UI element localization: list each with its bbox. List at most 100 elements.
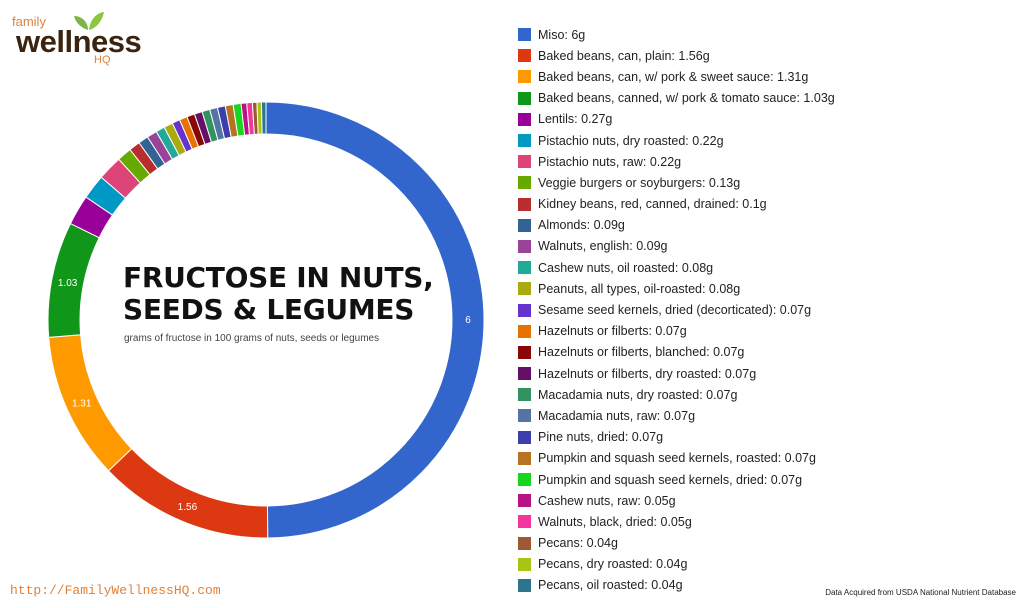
- legend-swatch: [518, 430, 531, 444]
- logo-wellness-text: wellness: [16, 24, 142, 59]
- leaf-icon: [74, 12, 104, 30]
- legend-swatch: [518, 239, 531, 253]
- legend-swatch: [518, 155, 531, 169]
- legend-item[interactable]: Walnuts, black, dried: 0.05g: [518, 511, 835, 532]
- legend-swatch: [518, 176, 531, 190]
- donut-slice[interactable]: [265, 101, 485, 539]
- chart-legend: Miso: 6g Baked beans, can, plain: 1.56g Ba…: [518, 24, 835, 596]
- legend-item[interactable]: Cashew nuts, raw: 0.05g: [518, 490, 835, 511]
- legend-item[interactable]: Pecans, oil roasted: 0.04g: [518, 575, 835, 596]
- donut-chart: 6 1.56 1.31 1.03: [47, 101, 485, 539]
- legend-label: Pumpkin and squash seed kernels, dried: …: [538, 472, 803, 487]
- legend-item[interactable]: Pistachio nuts, dry roasted: 0.22g: [518, 130, 835, 151]
- legend-label: Pumpkin and squash seed kernels, roasted…: [538, 451, 816, 466]
- legend-item[interactable]: Peanuts, all types, oil-roasted: 0.08g: [518, 278, 835, 299]
- legend-label: Cashew nuts, oil roasted: 0.08g: [538, 260, 714, 275]
- chart-title-line2: SEEDS & LEGUMES: [123, 293, 415, 326]
- brand-logo: family wellness HQ: [10, 8, 160, 68]
- legend-swatch: [518, 409, 531, 423]
- chart-subtitle: grams of fructose in 100 grams of nuts, …: [124, 333, 380, 344]
- legend-item[interactable]: Hazelnuts or filberts: 0.07g: [518, 321, 835, 342]
- legend-label: Miso: 6g: [538, 27, 586, 42]
- legend-item[interactable]: Macadamia nuts, raw: 0.07g: [518, 405, 835, 426]
- legend-swatch: [518, 494, 531, 508]
- legend-label: Pecans: 0.04g: [538, 536, 618, 551]
- legend-swatch: [518, 218, 531, 232]
- data-source-note: Data Acquired from USDA National Nutrien…: [825, 588, 1016, 597]
- legend-item[interactable]: Walnuts, english: 0.09g: [518, 236, 835, 257]
- legend-swatch: [518, 49, 531, 63]
- legend-item[interactable]: Pecans, dry roasted: 0.04g: [518, 554, 835, 575]
- legend-label: Pine nuts, dried: 0.07g: [538, 430, 664, 445]
- legend-label: Pistachio nuts, dry roasted: 0.22g: [538, 133, 724, 148]
- legend-swatch: [518, 282, 531, 296]
- slice-value-label: 1.31: [72, 399, 92, 410]
- chart-title: FRUCTOSE IN NUTS, SEEDS & LEGUMES: [123, 261, 434, 326]
- legend-label: Baked beans, can, w/ pork & sweet sauce:…: [538, 69, 809, 84]
- legend-item[interactable]: Veggie burgers or soyburgers: 0.13g: [518, 172, 835, 193]
- legend-swatch: [518, 388, 531, 402]
- legend-swatch: [518, 197, 531, 211]
- legend-item[interactable]: Baked beans, can, w/ pork & sweet sauce:…: [518, 66, 835, 87]
- donut-slice[interactable]: [260, 101, 267, 135]
- donut-slice[interactable]: [107, 447, 269, 539]
- legend-label: Walnuts, english: 0.09g: [538, 239, 668, 254]
- legend-item[interactable]: Pecans: 0.04g: [518, 533, 835, 554]
- chart-title-line1: FRUCTOSE IN NUTS,: [123, 261, 434, 294]
- legend-swatch: [518, 324, 531, 338]
- legend-item[interactable]: Cashew nuts, oil roasted: 0.08g: [518, 257, 835, 278]
- legend-label: Macadamia nuts, dry roasted: 0.07g: [538, 387, 738, 402]
- legend-item[interactable]: Kidney beans, red, canned, drained: 0.1g: [518, 194, 835, 215]
- legend-label: Sesame seed kernels, dried (decorticated…: [538, 303, 812, 318]
- legend-item[interactable]: Pistachio nuts, raw: 0.22g: [518, 151, 835, 172]
- legend-item[interactable]: Macadamia nuts, dry roasted: 0.07g: [518, 384, 835, 405]
- legend-swatch: [518, 112, 531, 126]
- legend-label: Baked beans, canned, w/ pork & tomato sa…: [538, 91, 835, 106]
- legend-label: Hazelnuts or filberts, dry roasted: 0.07…: [538, 366, 757, 381]
- slice-value-label: 1.56: [178, 502, 198, 513]
- legend-swatch: [518, 536, 531, 550]
- legend-item[interactable]: Pumpkin and squash seed kernels, roasted…: [518, 448, 835, 469]
- legend-item[interactable]: Baked beans, can, plain: 1.56g: [518, 45, 835, 66]
- legend-label: Macadamia nuts, raw: 0.07g: [538, 408, 696, 423]
- legend-label: Almonds: 0.09g: [538, 218, 625, 233]
- legend-label: Kidney beans, red, canned, drained: 0.1g: [538, 197, 767, 212]
- legend-swatch: [518, 261, 531, 275]
- logo-family-text: family: [12, 14, 46, 29]
- slice-value-label: 1.03: [58, 278, 78, 289]
- legend-label: Walnuts, black, dried: 0.05g: [538, 514, 692, 529]
- legend-item[interactable]: Pumpkin and squash seed kernels, dried: …: [518, 469, 835, 490]
- legend-label: Pistachio nuts, raw: 0.22g: [538, 154, 682, 169]
- legend-item[interactable]: Pine nuts, dried: 0.07g: [518, 427, 835, 448]
- legend-label: Cashew nuts, raw: 0.05g: [538, 493, 676, 508]
- legend-swatch: [518, 28, 531, 42]
- legend-item[interactable]: Sesame seed kernels, dried (decorticated…: [518, 299, 835, 320]
- legend-label: Baked beans, can, plain: 1.56g: [538, 48, 710, 63]
- legend-label: Pecans, dry roasted: 0.04g: [538, 557, 688, 572]
- legend-label: Hazelnuts or filberts: 0.07g: [538, 324, 687, 339]
- legend-swatch: [518, 578, 531, 592]
- legend-item[interactable]: Hazelnuts or filberts, blanched: 0.07g: [518, 342, 835, 363]
- legend-label: Pecans, oil roasted: 0.04g: [538, 578, 683, 593]
- legend-label: Hazelnuts or filberts, blanched: 0.07g: [538, 345, 745, 360]
- legend-swatch: [518, 345, 531, 359]
- legend-swatch: [518, 451, 531, 465]
- legend-label: Peanuts, all types, oil-roasted: 0.08g: [538, 281, 741, 296]
- legend-item[interactable]: Almonds: 0.09g: [518, 215, 835, 236]
- legend-label: Veggie burgers or soyburgers: 0.13g: [538, 175, 741, 190]
- legend-item[interactable]: Hazelnuts or filberts, dry roasted: 0.07…: [518, 363, 835, 384]
- legend-swatch: [518, 557, 531, 571]
- website-url[interactable]: http://FamilyWellnessHQ.com: [10, 583, 221, 598]
- legend-swatch: [518, 70, 531, 84]
- legend-swatch: [518, 91, 531, 105]
- logo-hq-text: HQ: [94, 54, 111, 66]
- slice-value-label: 6: [465, 315, 471, 326]
- legend-swatch: [518, 515, 531, 529]
- legend-swatch: [518, 303, 531, 317]
- legend-item[interactable]: Miso: 6g: [518, 24, 835, 45]
- legend-item[interactable]: Baked beans, canned, w/ pork & tomato sa…: [518, 88, 835, 109]
- legend-label: Lentils: 0.27g: [538, 112, 613, 127]
- legend-item[interactable]: Lentils: 0.27g: [518, 109, 835, 130]
- legend-swatch: [518, 473, 531, 487]
- legend-swatch: [518, 367, 531, 381]
